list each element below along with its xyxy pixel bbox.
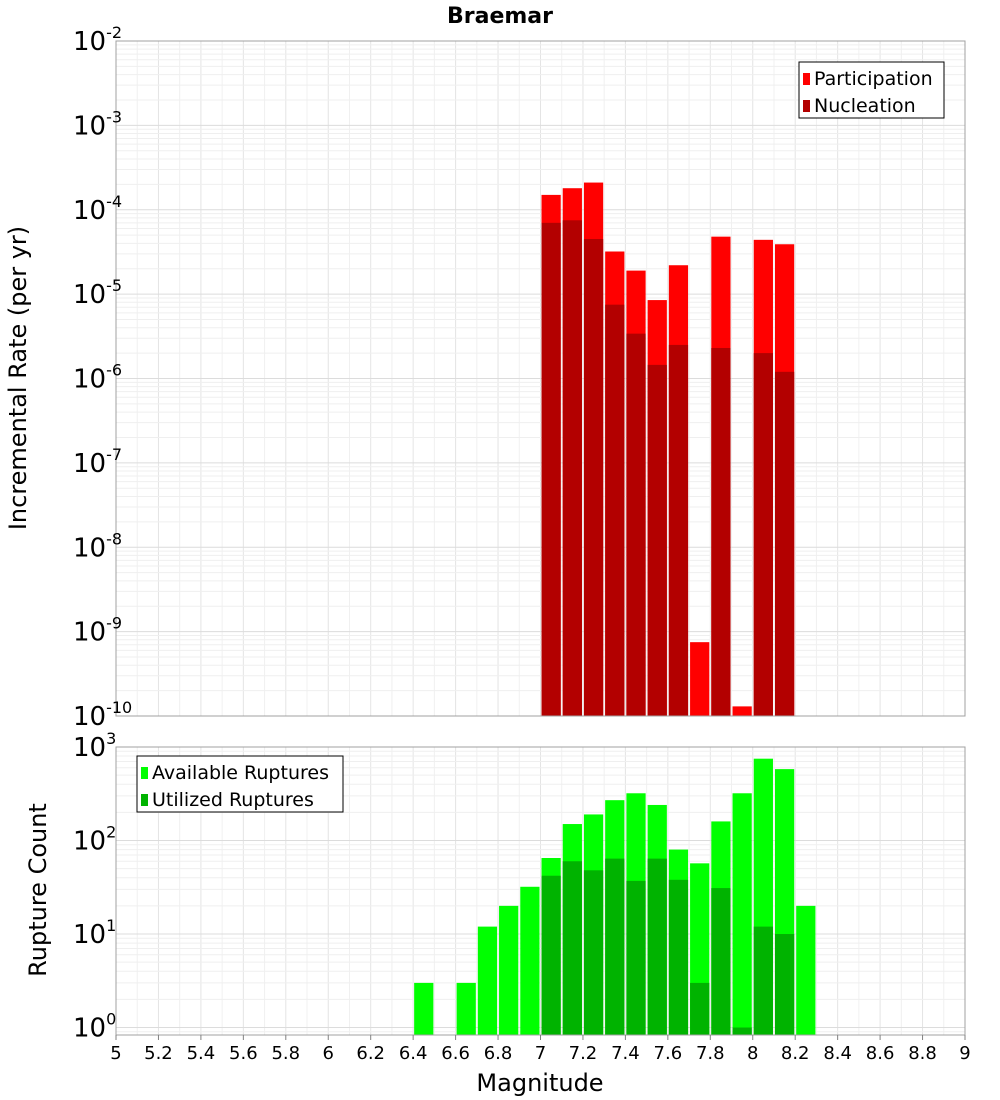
y-tick-label: 101 bbox=[73, 916, 116, 950]
legend-box bbox=[798, 61, 945, 119]
bar bbox=[583, 870, 604, 1035]
x-tick-label: 6.4 bbox=[399, 1043, 428, 1064]
x-tick-label: 5.2 bbox=[144, 1043, 173, 1064]
series-nucleation bbox=[541, 220, 795, 717]
bar bbox=[541, 222, 561, 716]
y-tick-label: 10-6 bbox=[73, 361, 122, 395]
legend: Available Ruptures Utilized Ruptures bbox=[136, 755, 344, 813]
legend-swatch bbox=[803, 73, 810, 85]
bar bbox=[647, 364, 667, 716]
x-tick-label: 6 bbox=[323, 1043, 334, 1064]
bar bbox=[753, 353, 773, 716]
x-tick-label: 6.6 bbox=[441, 1043, 470, 1064]
bar bbox=[668, 344, 689, 716]
legend-label: Utilized Ruptures bbox=[152, 789, 314, 811]
y-axis-title-count: Rupture Count bbox=[24, 803, 52, 977]
x-tick-label: 8 bbox=[747, 1043, 758, 1064]
x-tick-label: 5.6 bbox=[229, 1043, 258, 1064]
bar bbox=[520, 886, 540, 1035]
x-tick-label: 7.4 bbox=[611, 1043, 640, 1064]
grid bbox=[115, 747, 966, 1035]
bar bbox=[477, 926, 498, 1035]
bar bbox=[562, 220, 582, 717]
legend-swatch bbox=[803, 100, 810, 112]
grid bbox=[115, 41, 966, 717]
bar bbox=[774, 371, 795, 716]
legend-label: Participation bbox=[814, 68, 933, 90]
x-axis: 5 5.2 5.4 5.6 5.8 6 6.2 6.4 6.6 6.8 7 7.2 7.4 7.6 7.8 8… bbox=[110, 1035, 971, 1064]
x-axis-title: Magnitude bbox=[476, 1069, 603, 1097]
y-tick-label: 10-9 bbox=[73, 614, 122, 648]
bar bbox=[690, 982, 710, 1035]
x-tick-label: 9 bbox=[959, 1043, 970, 1064]
bar bbox=[456, 982, 476, 1035]
legend-box bbox=[136, 755, 344, 813]
x-tick-label: 8.8 bbox=[908, 1043, 937, 1064]
bar bbox=[605, 304, 625, 716]
y-tick-label: 100 bbox=[73, 1010, 116, 1044]
legend-label: Nucleation bbox=[814, 95, 916, 117]
bar bbox=[668, 879, 689, 1035]
x-tick-label: 8.2 bbox=[781, 1043, 810, 1064]
y-tick-label: 10-10 bbox=[73, 698, 132, 732]
x-tick-label: 7.6 bbox=[654, 1043, 683, 1064]
plot-frame bbox=[115, 40, 966, 717]
x-tick-label: 6.8 bbox=[484, 1043, 513, 1064]
bar bbox=[753, 926, 773, 1035]
y-tick-label: 10-3 bbox=[73, 107, 122, 141]
bar bbox=[647, 858, 667, 1035]
bar bbox=[605, 858, 625, 1035]
bar bbox=[796, 905, 816, 1035]
bar bbox=[690, 642, 710, 716]
legend-label: Available Ruptures bbox=[152, 762, 329, 784]
x-tick-label: 6.2 bbox=[356, 1043, 385, 1064]
x-tick-label: 5 bbox=[110, 1043, 121, 1064]
rate-panel: 10-10 10-9 10-8 10-7 10-6 10-5 10-4 10-3 10-2 Par… bbox=[73, 23, 966, 732]
legend-swatch bbox=[141, 794, 148, 806]
y-axis-title-rate: Incremental Rate (per yr) bbox=[4, 226, 32, 530]
bar bbox=[711, 888, 731, 1035]
bar bbox=[541, 875, 561, 1035]
chart-title: Braemar bbox=[447, 4, 553, 29]
rupture-count-panel: 100 101 102 103 Available Ruptures Utilized R… bbox=[73, 729, 966, 1044]
bar bbox=[583, 239, 604, 716]
x-tick-label: 5.8 bbox=[271, 1043, 300, 1064]
y-tick-label: 10-4 bbox=[73, 192, 122, 226]
y-tick-label: 10-5 bbox=[73, 276, 122, 310]
y-tick-label: 10-2 bbox=[73, 23, 122, 57]
bar bbox=[626, 880, 646, 1035]
bar bbox=[732, 706, 752, 716]
y-tick-label: 103 bbox=[73, 729, 116, 763]
x-tick-label: 7.8 bbox=[696, 1043, 725, 1064]
series-utilized-ruptures bbox=[541, 858, 795, 1035]
y-tick-label: 102 bbox=[73, 823, 116, 857]
bar bbox=[562, 861, 582, 1035]
y-tick-label: 10-8 bbox=[73, 529, 122, 563]
bar bbox=[499, 905, 519, 1035]
legend: Participation Nucleation bbox=[798, 61, 945, 119]
x-tick-label: 5.4 bbox=[187, 1043, 216, 1064]
x-tick-label: 7.2 bbox=[569, 1043, 598, 1064]
x-tick-label: 8.4 bbox=[823, 1043, 852, 1064]
bar bbox=[626, 333, 646, 716]
x-tick-label: 8.6 bbox=[866, 1043, 895, 1064]
bar bbox=[732, 1027, 752, 1035]
legend-swatch bbox=[141, 767, 148, 779]
bar bbox=[414, 982, 434, 1035]
x-tick-label: 7 bbox=[535, 1043, 546, 1064]
bar bbox=[732, 793, 752, 1035]
bar bbox=[774, 934, 795, 1035]
bar bbox=[711, 347, 731, 716]
y-tick-label: 10-7 bbox=[73, 445, 122, 479]
